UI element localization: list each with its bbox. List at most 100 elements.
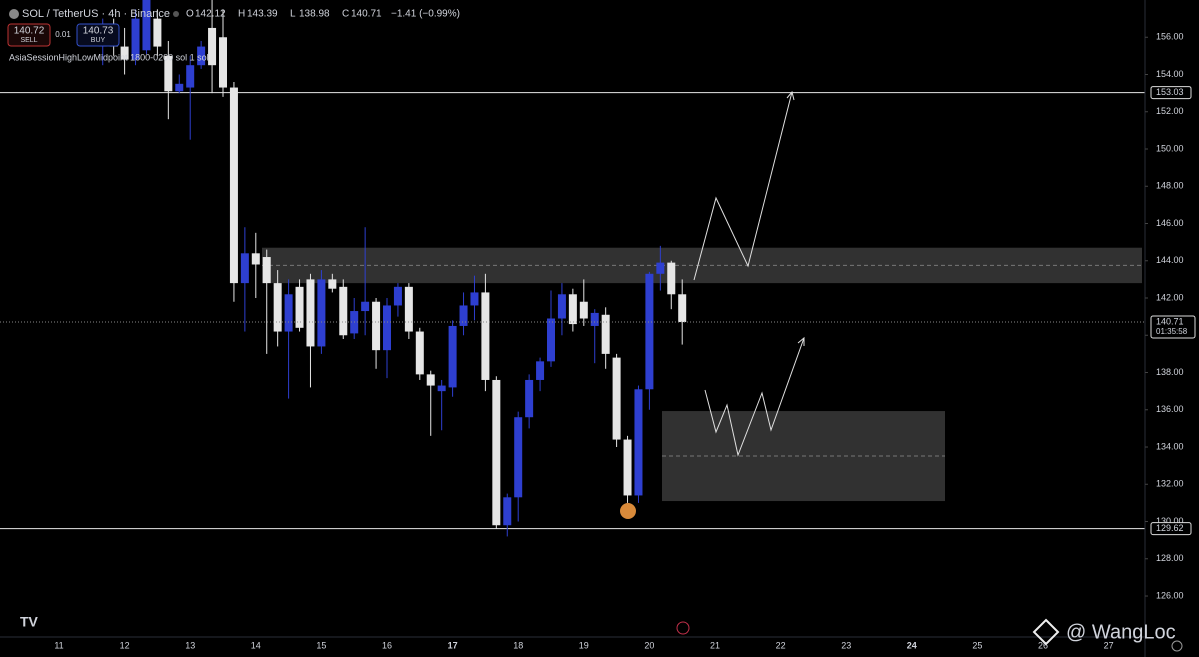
- candle: [295, 279, 304, 332]
- candle: [240, 227, 249, 332]
- sell-button[interactable]: [7, 23, 51, 47]
- symbol: SOL / TetherUS · 4h · Binance: [22, 8, 170, 20]
- candle: [306, 273, 315, 388]
- candle-body: [415, 331, 424, 375]
- projection-up: [693, 91, 793, 281]
- ohlc-value: 143.39: [247, 9, 278, 20]
- candle: [251, 232, 260, 299]
- candle-body: [667, 262, 676, 295]
- ohlc-key: C: [342, 9, 349, 20]
- x-tick-label: 26: [1038, 640, 1048, 650]
- candle: [328, 273, 337, 293]
- candle: [404, 283, 413, 339]
- candle-body: [229, 87, 238, 284]
- candle: [120, 27, 129, 75]
- level-label: 153.03: [1156, 87, 1184, 97]
- candle-body: [623, 439, 632, 496]
- symbol-icon: [9, 9, 19, 19]
- candle-body: [317, 279, 326, 347]
- x-tick-label: 14: [251, 640, 261, 650]
- candle: [634, 385, 643, 503]
- candle-body: [437, 385, 446, 392]
- x-tick-label: 23: [841, 640, 851, 650]
- candle-body: [361, 301, 370, 312]
- ohlc-key: L: [290, 9, 296, 20]
- candle-body: [208, 27, 217, 66]
- watermark-group: @ WangLoc: [1032, 618, 1176, 646]
- candle-body: [175, 83, 184, 92]
- candle-body: [426, 374, 435, 386]
- candle: [284, 279, 293, 399]
- candle: [131, 9, 140, 66]
- candle: [208, 0, 217, 94]
- candle: [448, 320, 457, 397]
- buy-label: BUY: [91, 37, 106, 44]
- candle-body: [251, 253, 260, 265]
- candle: [492, 376, 501, 529]
- y-tick-label: 154.00: [1156, 69, 1184, 79]
- y-tick-label: 132.00: [1156, 479, 1184, 489]
- status-dot: [173, 11, 179, 17]
- candle-body: [339, 286, 348, 336]
- candle-body: [306, 279, 315, 347]
- candle-body: [131, 18, 140, 60]
- y-tick-label: 152.00: [1156, 106, 1184, 116]
- x-tick-label: 27: [1104, 640, 1114, 650]
- candle: [273, 270, 282, 347]
- candle-body: [372, 301, 381, 351]
- marker-dot: [620, 503, 636, 519]
- y-tick-label: 136.00: [1156, 404, 1184, 414]
- candle-body: [525, 379, 534, 418]
- ohlc-value: 142.12: [195, 9, 226, 20]
- candle-body: [240, 253, 249, 284]
- candle-body: [186, 65, 195, 88]
- candle-body: [547, 318, 555, 362]
- candle: [481, 273, 490, 392]
- candle: [678, 279, 687, 345]
- y-tick-label: 134.00: [1156, 441, 1184, 451]
- candle-body: [262, 257, 271, 284]
- candle: [612, 353, 621, 448]
- last-price-label: 140.71: [1156, 316, 1184, 326]
- candle: [568, 288, 577, 332]
- candle-body: [492, 379, 501, 526]
- sell-label: SELL: [20, 37, 37, 44]
- last-price-box: [1150, 315, 1196, 339]
- candle-body: [142, 0, 151, 51]
- candle-body: [590, 312, 599, 326]
- candle-body: [656, 262, 665, 274]
- candle-body: [601, 314, 610, 354]
- ohlc-value: 140.71: [351, 9, 382, 20]
- candle-body: [470, 292, 479, 306]
- candle: [142, 0, 151, 55]
- candle: [229, 81, 238, 302]
- x-tick-label: 21: [710, 640, 720, 650]
- event-icon: [676, 621, 690, 635]
- candle: [219, 9, 227, 97]
- watermark-logo: [1032, 618, 1060, 646]
- projection-low: [704, 337, 805, 457]
- ohlc-value: 138.98: [299, 9, 330, 20]
- candle: [262, 249, 271, 354]
- buy-button[interactable]: [76, 23, 120, 47]
- candle: [164, 40, 173, 120]
- settings-icon[interactable]: [1171, 640, 1183, 652]
- candle: [372, 298, 381, 369]
- candle-body: [481, 292, 490, 380]
- indicator: AsiaSessionHighLowMidpoint 1800-0200 sol…: [9, 52, 209, 62]
- header: SOL / TetherUS · 4h · Binance 140.72 SEL…: [7, 8, 460, 62]
- candle-body: [612, 357, 621, 440]
- candle: [514, 411, 523, 522]
- x-tick-label: 22: [776, 640, 786, 650]
- x-tick-label: 20: [644, 640, 654, 650]
- y-tick-label: 146.00: [1156, 218, 1184, 228]
- candle-body: [219, 37, 227, 88]
- watermark: @ WangLoc: [1066, 621, 1176, 643]
- candle: [667, 260, 676, 310]
- candle-body: [536, 361, 545, 380]
- candle-body: [273, 283, 282, 332]
- candle: [393, 283, 402, 317]
